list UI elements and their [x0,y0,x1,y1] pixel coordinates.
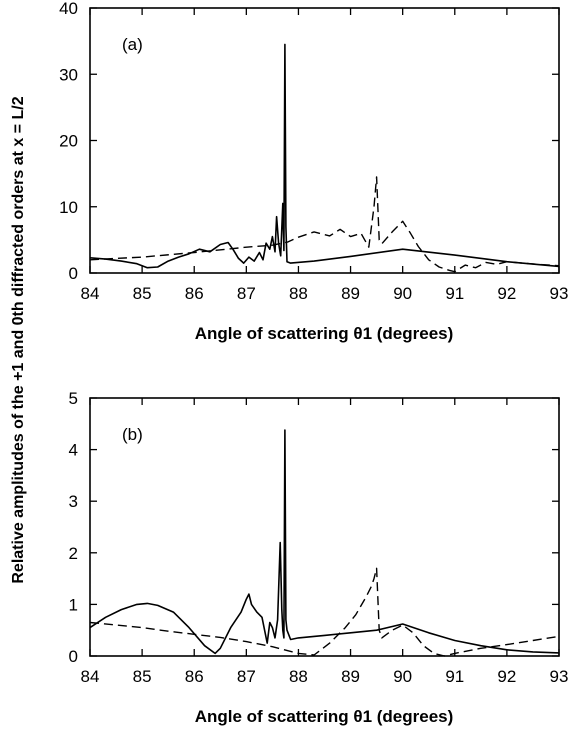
panel-b-x-tick-label: 89 [341,667,360,686]
panel-a-axes: 84 85 86 87 88 89 90 91 92 93 0 10 20 30 40 [59,0,568,303]
panel-a-y-tick-label: 0 [69,264,78,283]
panel-b-dashed-series [89,567,560,657]
panel-a-x-tick-label: 89 [341,284,360,303]
panel-b-y-tick-label: 0 [69,647,78,666]
shared-y-axis-label: Relative amplitudes of the +1 and 0th di… [10,96,27,583]
panel-a-y-tick-label: 40 [59,0,78,18]
panel-a-dashed-series [89,176,560,273]
panel-b-solid-series [89,429,560,655]
panel-a-x-tick-label: 91 [445,284,464,303]
panel-b-x-tick-label: 92 [497,667,516,686]
panel-b-x-tick-label: 84 [81,667,100,686]
panel-a-x-tick-label: 92 [497,284,516,303]
panel-a-y-tick-label: 30 [59,65,78,84]
panel-b-x-tick-label: 91 [445,667,464,686]
panel-b-x-tick-label: 93 [550,667,569,686]
panel-b-y-tick-label: 3 [69,492,78,511]
panel-b-y-tick-label: 4 [69,441,78,460]
panel-b-x-tick-label: 90 [393,667,412,686]
panel-b-label: (b) [122,425,143,444]
panel-a-y-tick-label: 10 [59,198,78,217]
panel-a-plot-frame [89,7,560,274]
panel-a-x-tick-label: 84 [81,284,100,303]
panel-b-x-tick-label: 85 [133,667,152,686]
panel-b-x-tick-label: 88 [289,667,308,686]
panel-b-series [89,429,560,657]
panel-a-y-tick-label: 20 [59,132,78,151]
panel-a-label: (a) [122,35,143,54]
panel-b-axes: 84 85 86 87 88 89 90 91 92 93 0 1 2 3 4 5 [69,389,569,686]
panel-a-x-axis-label: Angle of scattering θ1 (degrees) [195,324,454,343]
panel-a-series [89,43,560,273]
panel-a-x-tick-label: 88 [289,284,308,303]
panel-a-solid-series [89,43,560,269]
panel-a-x-tick-label: 87 [237,284,256,303]
panel-a-x-tick-label: 86 [185,284,204,303]
panel-a: (a) 84 85 86 87 88 89 90 91 92 93 0 10 20 30 40 Angle … [59,0,568,343]
panel-b: (b) 84 85 86 87 88 89 90 91 92 93 0 1 2 3 4 5 Angle of … [69,389,569,726]
panel-a-x-tick-label: 85 [133,284,152,303]
panel-a-x-tick-label: 90 [393,284,412,303]
panel-b-x-axis-label: Angle of scattering θ1 (degrees) [195,707,454,726]
panel-b-y-tick-label: 1 [69,595,78,614]
panel-b-y-tick-label: 2 [69,544,78,563]
panel-b-plot-frame [89,397,560,657]
panel-a-x-tick-label: 93 [550,284,569,303]
panel-b-y-tick-label: 5 [69,389,78,408]
panel-b-x-tick-label: 87 [237,667,256,686]
panel-b-x-tick-label: 86 [185,667,204,686]
